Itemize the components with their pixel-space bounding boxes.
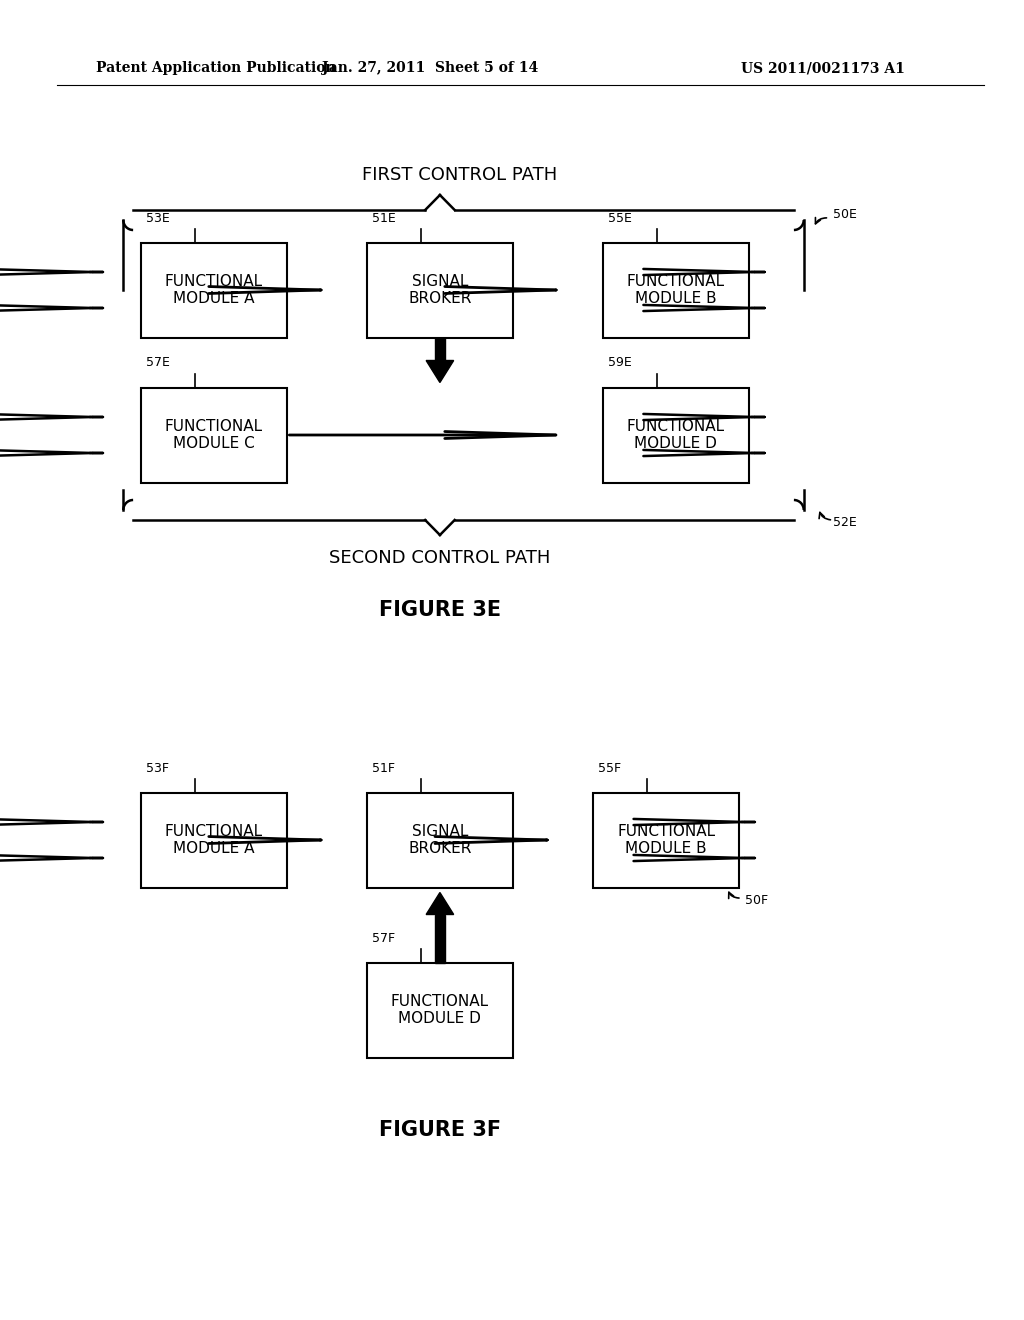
- Polygon shape: [426, 360, 454, 383]
- Text: 59E: 59E: [608, 356, 632, 370]
- Polygon shape: [435, 338, 444, 360]
- Text: 50F: 50F: [744, 894, 768, 907]
- Text: FIGURE 3F: FIGURE 3F: [379, 1119, 501, 1140]
- Bar: [593, 792, 739, 887]
- Bar: [141, 388, 287, 483]
- Bar: [368, 243, 513, 338]
- Polygon shape: [435, 915, 444, 962]
- Text: FUNCTIONAL
MODULE A: FUNCTIONAL MODULE A: [165, 824, 263, 857]
- Bar: [141, 792, 287, 887]
- Text: 53E: 53E: [145, 211, 170, 224]
- Text: Jan. 27, 2011  Sheet 5 of 14: Jan. 27, 2011 Sheet 5 of 14: [322, 61, 539, 75]
- Text: FIGURE 3E: FIGURE 3E: [379, 601, 501, 620]
- Text: 51E: 51E: [372, 211, 396, 224]
- Text: 57E: 57E: [145, 356, 170, 370]
- Text: SIGNAL
BROKER: SIGNAL BROKER: [409, 824, 472, 857]
- Text: FIRST CONTROL PATH: FIRST CONTROL PATH: [361, 166, 557, 183]
- Text: FUNCTIONAL
MODULE B: FUNCTIONAL MODULE B: [627, 273, 725, 306]
- Text: 50E: 50E: [834, 209, 857, 222]
- Text: 53F: 53F: [145, 762, 169, 775]
- Text: 52E: 52E: [834, 516, 857, 528]
- Bar: [603, 388, 749, 483]
- Text: US 2011/0021173 A1: US 2011/0021173 A1: [741, 61, 905, 75]
- Bar: [603, 243, 749, 338]
- Text: 51F: 51F: [372, 762, 395, 775]
- Text: Patent Application Publication: Patent Application Publication: [96, 61, 336, 75]
- Text: FUNCTIONAL
MODULE D: FUNCTIONAL MODULE D: [627, 418, 725, 451]
- Text: 55E: 55E: [608, 211, 632, 224]
- Bar: [368, 962, 513, 1057]
- Text: FUNCTIONAL
MODULE A: FUNCTIONAL MODULE A: [165, 273, 263, 306]
- Text: 57F: 57F: [372, 932, 395, 945]
- Text: FUNCTIONAL
MODULE D: FUNCTIONAL MODULE D: [391, 994, 489, 1026]
- Text: SECOND CONTROL PATH: SECOND CONTROL PATH: [330, 549, 551, 568]
- Bar: [368, 792, 513, 887]
- Text: 55F: 55F: [598, 762, 622, 775]
- Text: FUNCTIONAL
MODULE C: FUNCTIONAL MODULE C: [165, 418, 263, 451]
- Text: FUNCTIONAL
MODULE B: FUNCTIONAL MODULE B: [617, 824, 715, 857]
- Polygon shape: [426, 892, 454, 915]
- Text: SIGNAL
BROKER: SIGNAL BROKER: [409, 273, 472, 306]
- Bar: [141, 243, 287, 338]
